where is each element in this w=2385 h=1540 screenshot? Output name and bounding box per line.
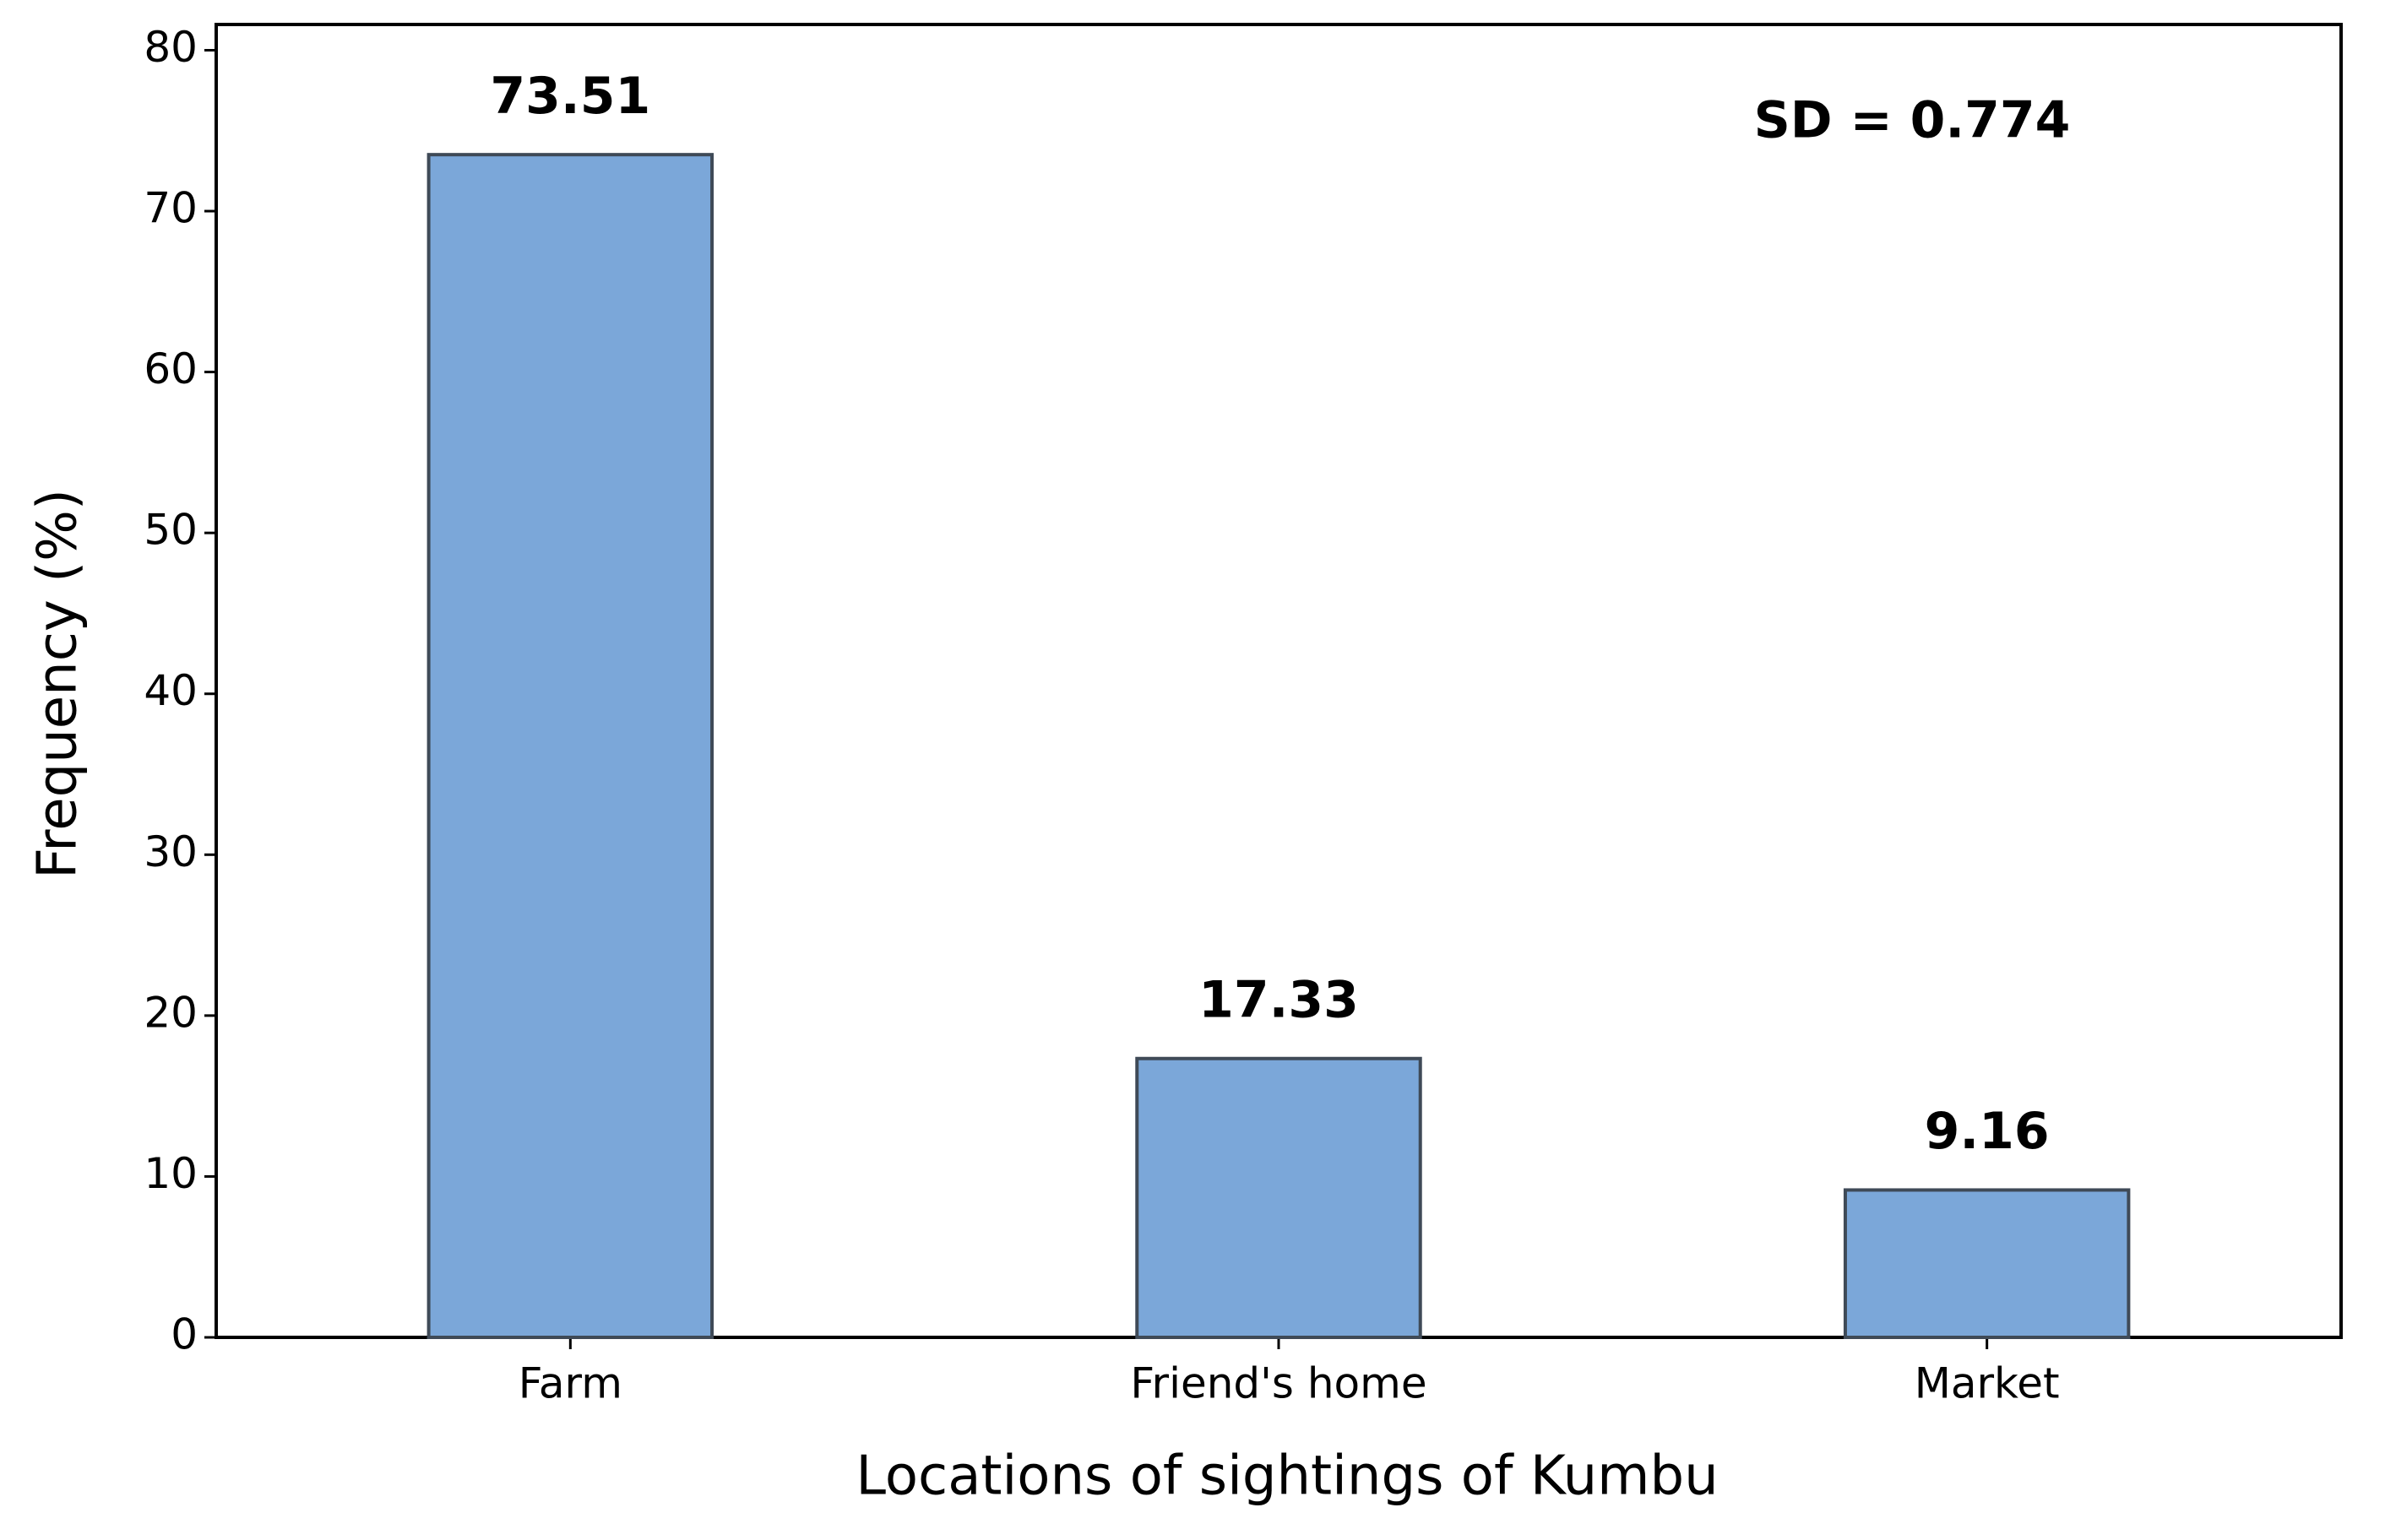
- y-tick-label: 0: [171, 1310, 198, 1359]
- x-tick-label: Market: [1915, 1359, 2060, 1408]
- y-tick-label: 40: [144, 666, 198, 715]
- value-label: 17.33: [1198, 970, 1359, 1029]
- value-label: 73.51: [490, 67, 650, 126]
- bar: [426, 153, 714, 1340]
- y-tick-label: 60: [144, 344, 198, 393]
- y-tick-label: 50: [144, 506, 198, 555]
- y-tick-label: 10: [144, 1149, 198, 1198]
- y-tick-label: 70: [144, 184, 198, 233]
- y-axis-title: Frequency (%): [27, 489, 90, 879]
- y-tick-label: 20: [144, 988, 198, 1037]
- x-tick-label: Farm: [519, 1359, 622, 1408]
- value-label: 9.16: [1925, 1102, 2050, 1161]
- y-tick-label: 80: [144, 23, 198, 72]
- x-tick-label: Friend's home: [1130, 1359, 1426, 1408]
- bar: [1843, 1188, 2131, 1339]
- bar: [1135, 1056, 1422, 1339]
- annotation: SD = 0.774: [1754, 91, 2071, 150]
- x-axis-title: Locations of sightings of Kumbu: [856, 1445, 1718, 1508]
- y-tick-label: 30: [144, 827, 198, 876]
